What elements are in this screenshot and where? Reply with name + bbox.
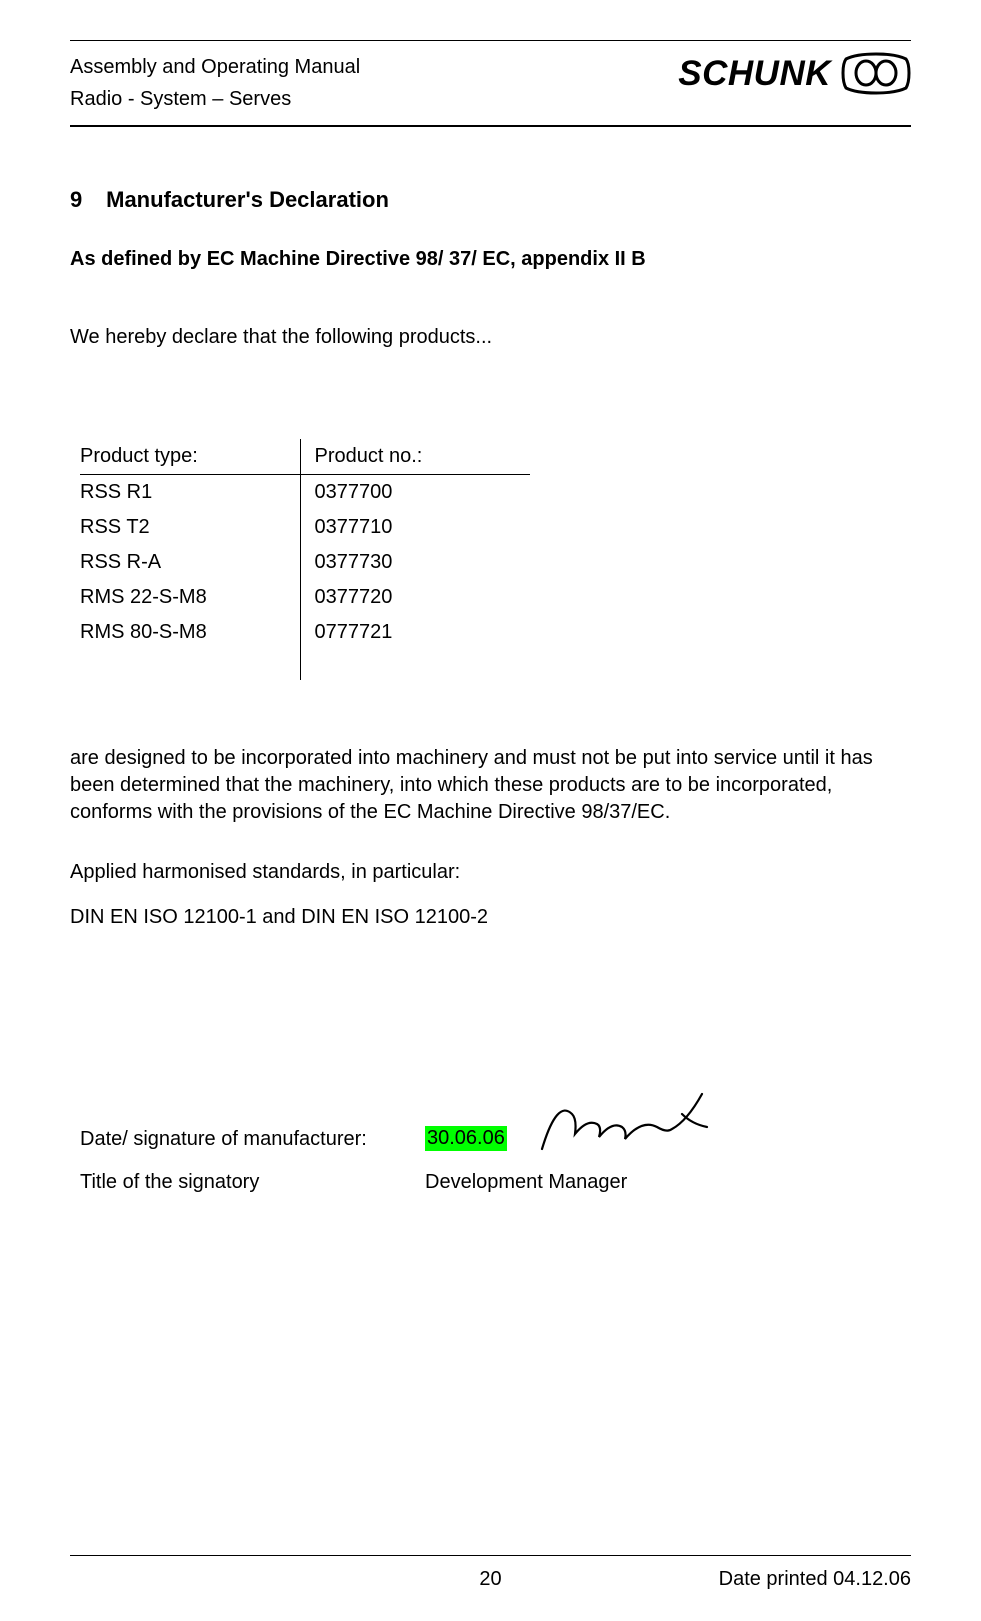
section-title: Manufacturer's Declaration [106,187,389,212]
table-row: RSS R1 0377700 [80,475,530,511]
table-row: RMS 22-S-M8 0377720 [80,580,530,615]
spacer-cell [300,650,530,680]
print-date: Date printed 04.12.06 [719,1568,911,1591]
signature-section: Date/ signature of manufacturer: 30.06.0… [80,1079,911,1194]
product-type-cell: RSS T2 [80,510,300,545]
header-line2: Radio - System – Serves [70,83,360,115]
page-number: 20 [479,1568,501,1591]
standards-text: DIN EN ISO 12100-1 and DIN EN ISO 12100-… [70,906,911,929]
header-text: Assembly and Operating Manual Radio - Sy… [70,51,360,115]
header-top-rule [70,40,911,41]
signature-date: 30.06.06 [425,1126,507,1151]
col-header-type: Product type: [80,439,300,475]
standards-label: Applied harmonised standards, in particu… [70,861,911,884]
page-footer: 20 Date printed 04.12.06 [70,1555,911,1591]
table-header-row: Product type: Product no.: [80,439,530,475]
product-no-cell: 0777721 [300,615,530,650]
signature-date-label: Date/ signature of manufacturer: [80,1128,425,1151]
table-row: RSS R-A 0377730 [80,545,530,580]
product-no-cell: 0377720 [300,580,530,615]
signature-row: Date/ signature of manufacturer: 30.06.0… [80,1079,911,1151]
product-type-cell: RMS 22-S-M8 [80,580,300,615]
product-table: Product type: Product no.: RSS R1 037770… [80,439,530,680]
page-header: Assembly and Operating Manual Radio - Sy… [70,51,911,127]
intro-text: We hereby declare that the following pro… [70,326,911,349]
section-heading: 9 Manufacturer's Declaration [70,187,911,213]
product-type-cell: RSS R-A [80,545,300,580]
table-row: RSS T2 0377710 [80,510,530,545]
spacer-cell [80,650,300,680]
product-no-cell: 0377710 [300,510,530,545]
section-number: 9 [70,187,100,213]
logo-emblem-icon: ® [841,51,911,96]
company-logo: SCHUNK ® [678,51,911,96]
header-line1: Assembly and Operating Manual [70,51,360,83]
col-header-no: Product no.: [300,439,530,475]
table-row: RMS 80-S-M8 0777721 [80,615,530,650]
signatory-title-label: Title of the signatory [80,1171,425,1194]
product-type-cell: RMS 80-S-M8 [80,615,300,650]
signatory-title-value: Development Manager [425,1171,627,1194]
document-page: Assembly and Operating Manual Radio - Sy… [0,0,981,1621]
product-no-cell: 0377700 [300,475,530,511]
logo-text: SCHUNK [678,54,831,94]
table-spacer-row [80,650,530,680]
product-no-cell: 0377730 [300,545,530,580]
product-type-cell: RSS R1 [80,475,300,511]
signatory-title-row: Title of the signatory Development Manag… [80,1171,911,1194]
directive-subtitle: As defined by EC Machine Directive 98/ 3… [70,248,911,271]
declaration-body: are designed to be incorporated into mac… [70,745,911,826]
signature-icon [527,1079,727,1159]
